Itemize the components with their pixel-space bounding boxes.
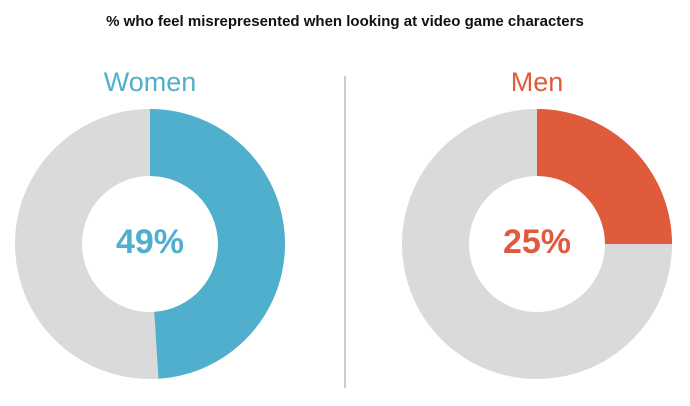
chart-title: Men: [511, 67, 564, 97]
chart-title: Women: [104, 67, 197, 97]
donut-segment: [150, 109, 286, 379]
donut-segment: [537, 109, 672, 244]
value-label: 49%: [116, 223, 184, 261]
value-label: 25%: [503, 223, 571, 261]
page-title: % who feel misrepresented when looking a…: [106, 13, 584, 30]
